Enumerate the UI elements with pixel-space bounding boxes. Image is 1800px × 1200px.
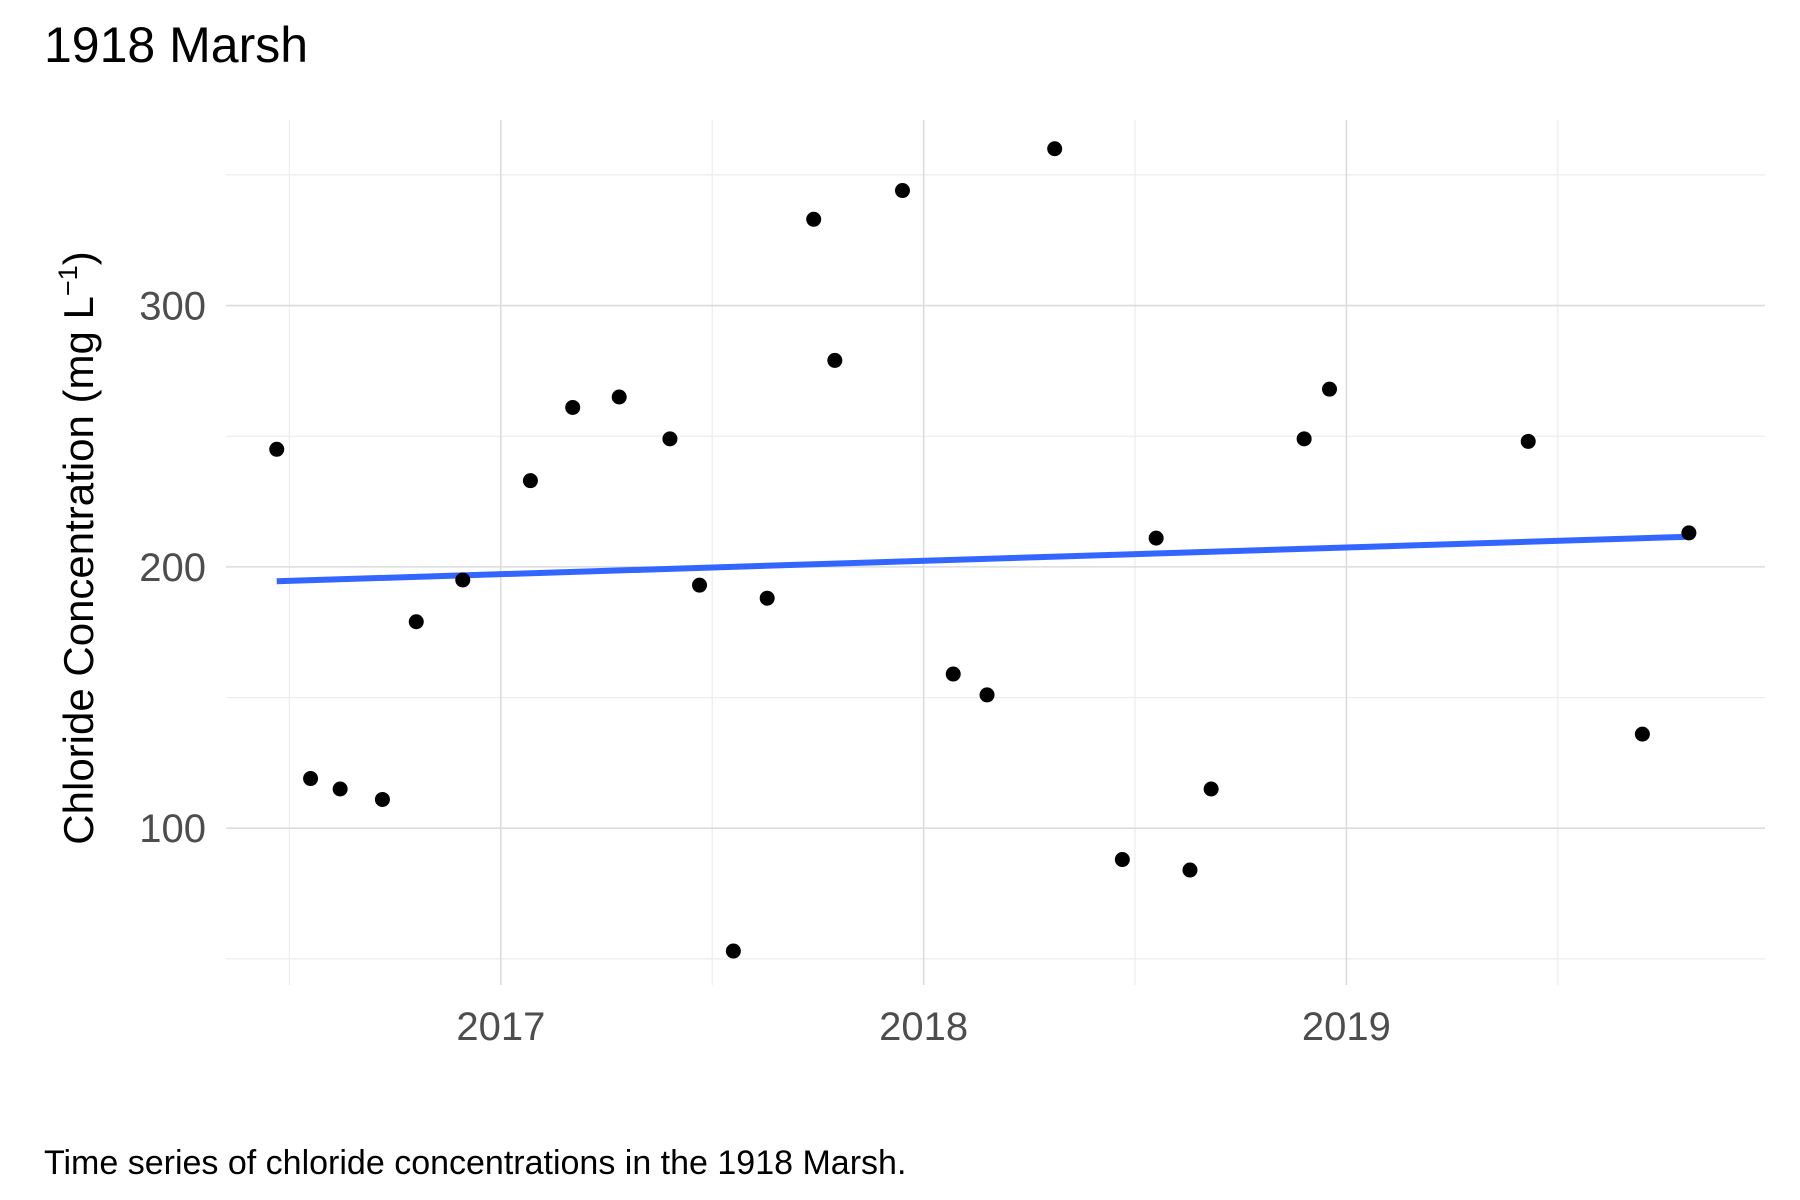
data-point <box>303 771 319 787</box>
trend-line <box>276 533 1685 585</box>
data-point <box>759 590 775 606</box>
y-tick-labels: 100 200 300 <box>139 285 206 852</box>
data-point <box>1203 781 1219 797</box>
data-point <box>979 687 995 703</box>
major-gridlines <box>226 120 1765 985</box>
data-point <box>611 389 627 405</box>
data-point <box>827 352 843 368</box>
chart-caption: Time series of chloride concentrations i… <box>44 1144 906 1182</box>
data-point <box>374 791 390 807</box>
data-point <box>408 614 424 630</box>
data-point <box>1681 525 1697 541</box>
x-tick-label: 2017 <box>456 1005 545 1049</box>
x-tick-labels: 2017 2018 2019 <box>456 1005 1391 1049</box>
data-point <box>332 781 348 797</box>
y-axis-title-superscript: −1 <box>53 265 83 296</box>
data-point <box>269 441 285 457</box>
data-point <box>1047 141 1063 157</box>
data-point <box>1634 726 1650 742</box>
data-point <box>565 399 581 415</box>
data-point <box>522 473 538 489</box>
data-point <box>806 211 822 227</box>
data-point <box>1322 381 1338 397</box>
data-point <box>662 431 678 447</box>
trend-layer <box>276 533 1685 585</box>
data-point <box>692 577 708 593</box>
data-point <box>1520 433 1536 449</box>
data-point <box>1114 852 1130 868</box>
minor-gridlines <box>226 120 1765 985</box>
y-axis-title-close: ) <box>55 251 102 265</box>
data-point <box>894 183 910 199</box>
y-axis-title: Chloride Concentration (mg L−1) <box>53 251 102 844</box>
x-tick-label: 2018 <box>879 1005 968 1049</box>
chart-title: 1918 Marsh <box>44 17 308 73</box>
y-tick-label: 200 <box>139 546 206 590</box>
plot-panel <box>226 120 1765 985</box>
data-point <box>945 666 961 682</box>
data-point <box>1182 862 1198 878</box>
x-tick-label: 2019 <box>1302 1005 1391 1049</box>
data-point <box>455 572 471 588</box>
data-point <box>725 943 741 959</box>
points-layer <box>269 141 1697 959</box>
data-point <box>1148 530 1164 546</box>
data-point <box>1296 431 1312 447</box>
y-tick-label: 100 <box>139 807 206 851</box>
y-axis-title-main: Chloride Concentration (mg L <box>55 296 102 845</box>
y-tick-label: 300 <box>139 285 206 329</box>
